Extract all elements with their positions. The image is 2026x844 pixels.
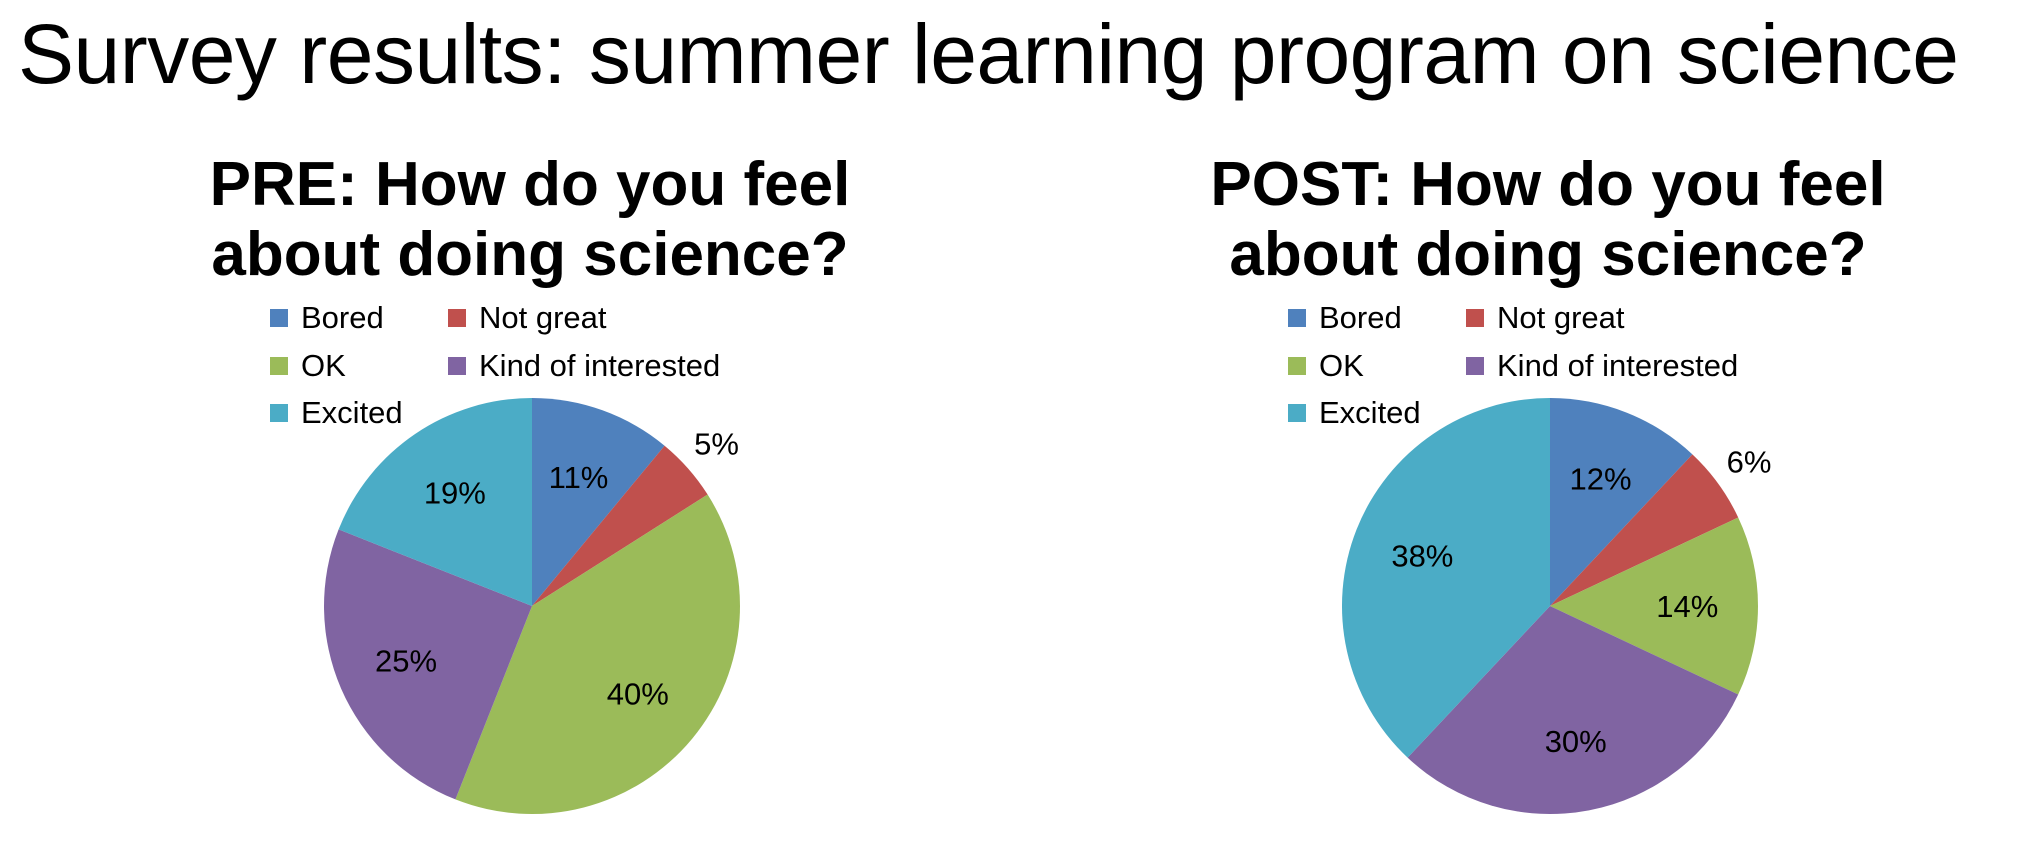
legend-swatch [1466,309,1484,327]
pre-pie-chart: PRE: How do you feel about doing science… [80,150,980,840]
legend-item-ok: OK [1288,348,1364,384]
legend-label: OK [301,348,346,383]
legend-label: Excited [301,395,403,430]
pie-plot: 12% 6% 14% 30% 38% [1341,398,1772,815]
data-label-kind-of-interested: 30% [1545,724,1607,759]
pie-slice-excited [1341,398,1550,758]
legend-swatch [270,404,288,422]
pie-slice-bored [1550,398,1693,606]
legend-swatch [448,309,466,327]
legend-label: Kind of interested [479,348,721,383]
chart-title: PRE: How do you feel about doing science… [80,150,980,290]
chart-title-line: about doing science? [1229,220,1867,289]
data-label-excited: 19% [424,475,486,510]
pie-slice-bored [532,398,665,606]
legend-item-excited: Excited [270,395,403,431]
legend-item-kind-of-interested: Kind of interested [1466,348,1738,384]
chart-title-line: about doing science? [211,220,849,289]
legend-item-not-great: Not great [448,300,607,336]
pie-slice-kind-of-interested [1407,606,1739,815]
legend-swatch [270,357,288,375]
legend-item-ok: OK [270,348,346,384]
data-label-ok: 14% [1656,589,1718,624]
legend-swatch [1288,404,1306,422]
legend-label: Kind of interested [1497,348,1739,383]
legend-label: Not great [1497,300,1625,335]
pie-slice-kind-of-interested [324,529,532,800]
data-label-ok: 40% [607,677,669,712]
pie-slice-excited [338,398,532,606]
legend-label: Not great [479,300,607,335]
pie-slice-ok [1550,517,1758,695]
legend-label: Bored [301,300,384,335]
data-label-bored: 12% [1570,461,1632,496]
pie-slice-ok [455,494,740,814]
legend-item-kind-of-interested: Kind of interested [448,348,720,384]
legend-item-bored: Bored [270,300,384,336]
legend-swatch [270,309,288,327]
pie-slice-not-great [532,445,708,606]
chart-title-line: PRE: How do you feel [209,150,851,219]
legend-item-not-great: Not great [1466,300,1625,336]
data-label-bored: 11% [549,460,609,495]
data-label-excited: 38% [1391,538,1453,573]
page-title: Survey results: summer learning program … [18,7,1959,101]
pie-slice-not-great [1550,454,1739,606]
legend-item-excited: Excited [1288,395,1421,431]
chart-title: POST: How do you feel about doing scienc… [1098,150,1998,290]
post-pie-chart: POST: How do you feel about doing scienc… [1098,150,1998,840]
chart-title-line: POST: How do you feel [1210,150,1886,219]
data-label-not-great: 5% [694,426,739,461]
pie-plot: 11% 5% 40% 25% 19% [324,398,740,814]
legend-swatch [1288,309,1306,327]
data-label-not-great: 6% [1727,444,1772,479]
legend-swatch [1466,357,1484,375]
legend-label: Excited [1319,395,1421,430]
legend-item-bored: Bored [1288,300,1402,336]
legend-label: OK [1319,348,1364,383]
legend-swatch [448,357,466,375]
legend-label: Bored [1319,300,1402,335]
data-label-kind-of-interested: 25% [375,644,437,679]
legend-swatch [1288,357,1306,375]
